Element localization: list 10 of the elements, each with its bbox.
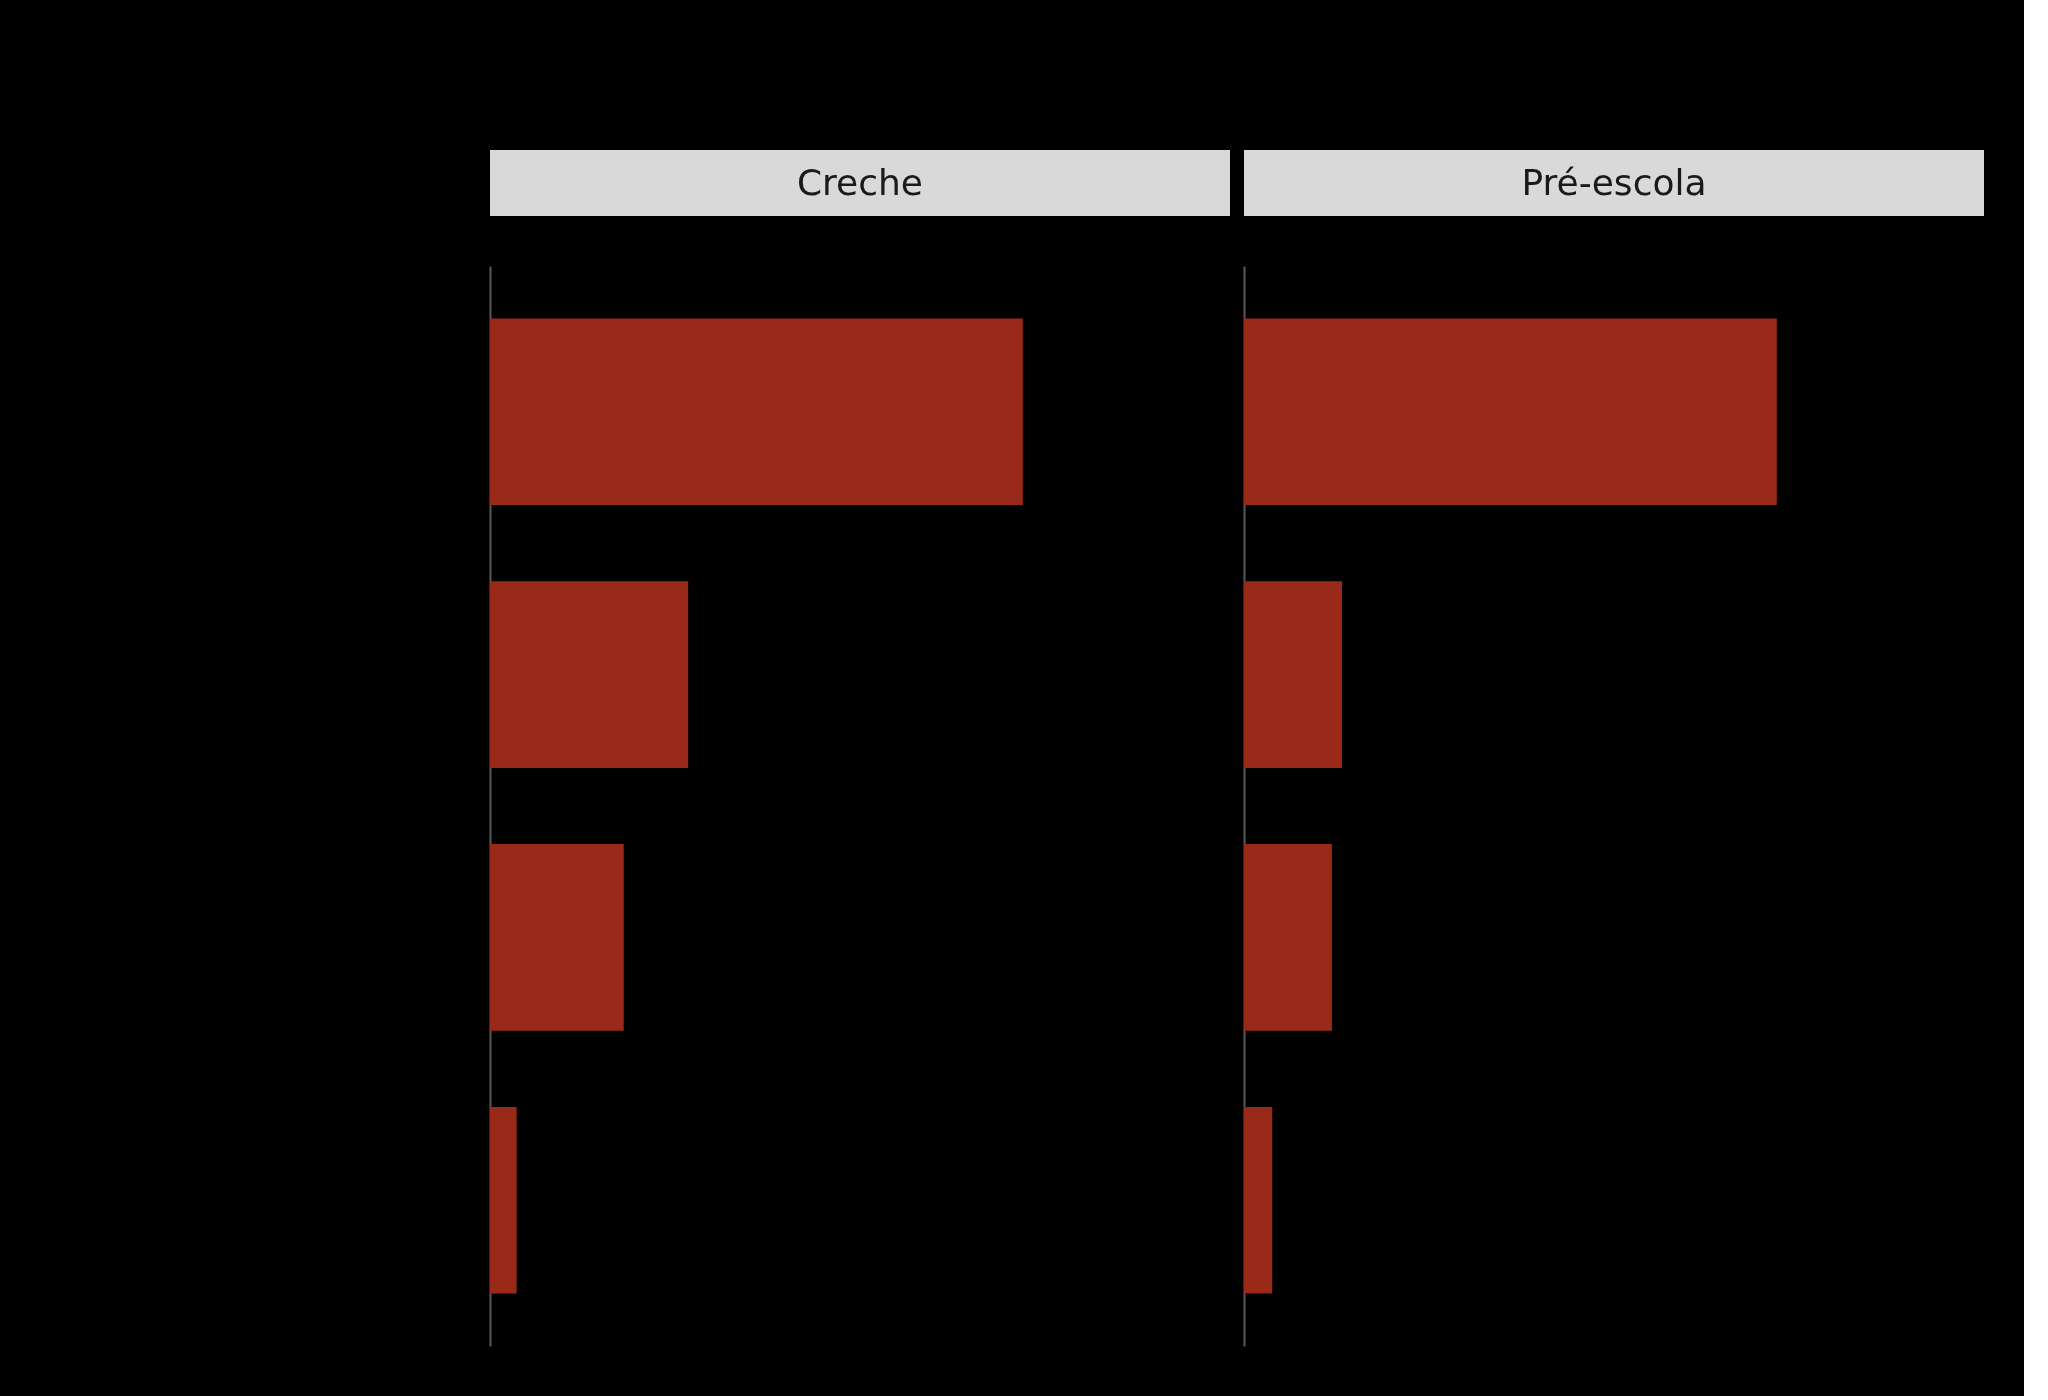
bar	[490, 844, 624, 1031]
chart-title: Pré-escola	[1521, 162, 1707, 203]
chart-title: Creche	[796, 162, 924, 203]
bar	[1244, 1106, 1273, 1294]
bar	[490, 318, 1023, 506]
bar	[1244, 581, 1343, 768]
bar	[1244, 844, 1332, 1031]
bar	[490, 581, 689, 768]
bar	[1244, 318, 1777, 506]
bar	[490, 1106, 517, 1294]
